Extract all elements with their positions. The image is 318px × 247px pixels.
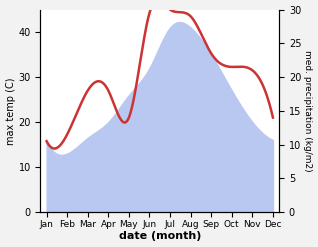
Y-axis label: med. precipitation (kg/m2): med. precipitation (kg/m2) [303, 50, 313, 172]
Y-axis label: max temp (C): max temp (C) [5, 77, 16, 144]
X-axis label: date (month): date (month) [119, 231, 201, 242]
